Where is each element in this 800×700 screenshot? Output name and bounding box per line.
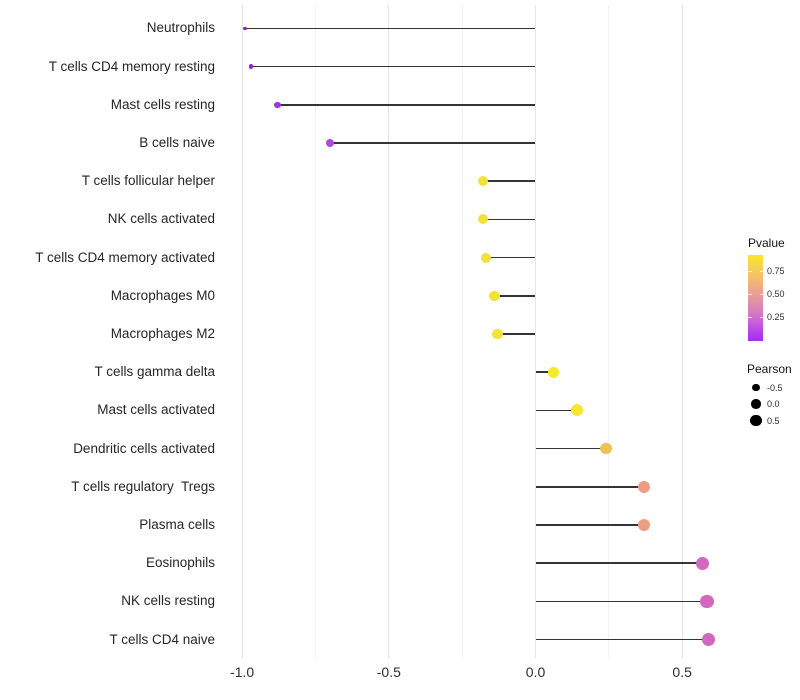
- data-point: [243, 26, 247, 31]
- pvalue-colorbar: [748, 255, 763, 341]
- pearson-legend-label: -0.5: [767, 382, 783, 393]
- gridline-major: [388, 5, 390, 658]
- x-axis-tick-label: 0.5: [672, 664, 692, 680]
- category-label: NK cells activated: [107, 211, 215, 227]
- x-axis-tick-label: -0.5: [376, 664, 401, 680]
- gridline-major: [681, 5, 683, 658]
- colorbar-tick-label: 0.50: [767, 288, 785, 299]
- x-axis-tick-label: -1.0: [230, 664, 255, 680]
- data-point: [570, 404, 583, 417]
- category-label: NK cells resting: [121, 593, 215, 609]
- gridline-major: [535, 5, 536, 658]
- lollipop-stem: [485, 256, 536, 259]
- gridline-minor: [461, 5, 463, 658]
- colorbar-tick: [748, 293, 752, 295]
- category-label: Macrophages M2: [110, 326, 215, 341]
- lollipop-stem: [535, 447, 606, 450]
- category-label: T cells CD4 memory activated: [35, 249, 215, 265]
- x-axis-tick-label: 0.0: [525, 664, 546, 680]
- lollipop-stem: [535, 638, 709, 641]
- lollipop-stem: [535, 562, 703, 564]
- category-label: Mast cells resting: [110, 96, 215, 112]
- category-label: T cells follicular helper: [81, 173, 215, 189]
- category-label: Eosinophils: [145, 555, 215, 571]
- data-point: [637, 480, 651, 494]
- data-point: [248, 64, 254, 69]
- category-label: Macrophages M0: [110, 287, 215, 303]
- pearson-legend-dot: [751, 399, 761, 409]
- lollipop-stem: [535, 486, 645, 488]
- gridline-minor: [315, 5, 316, 658]
- category-label: B cells naive: [139, 135, 215, 150]
- category-label: T cells CD4 memory resting: [48, 58, 215, 74]
- colorbar-tick-label: 0.25: [767, 311, 785, 322]
- data-point: [701, 632, 716, 647]
- data-point: [637, 518, 651, 532]
- data-point: [547, 366, 559, 378]
- lollipop-stem: [535, 524, 645, 526]
- lollipop-stem: [535, 409, 577, 412]
- category-label: T cells regulatory Tregs: [71, 478, 215, 494]
- lollipop-stem: [535, 600, 708, 603]
- colorbar-tick-label: 0.75: [767, 265, 785, 276]
- colorbar-tick: [759, 293, 763, 295]
- category-label: Neutrophils: [146, 20, 215, 36]
- pearson-legend-dot: [750, 414, 762, 427]
- lollipop-stem: [277, 104, 536, 106]
- data-point: [480, 252, 491, 263]
- pearson-legend-title: Pearson: [747, 362, 792, 376]
- data-point: [325, 138, 335, 148]
- lollipop-stem: [245, 27, 536, 30]
- category-label: Plasma cells: [139, 517, 215, 532]
- colorbar-tick: [748, 316, 752, 318]
- data-point: [700, 594, 714, 609]
- lollipop-stem: [250, 65, 536, 68]
- data-point: [477, 176, 488, 187]
- lollipop-stem: [494, 295, 536, 297]
- lollipop-stem: [482, 218, 536, 221]
- category-label: T cells gamma delta: [94, 364, 215, 380]
- lollipop-stem: [482, 180, 536, 182]
- category-label: Dendritic cells activated: [73, 440, 215, 456]
- pearson-legend-dot: [752, 383, 760, 392]
- data-point: [492, 328, 503, 340]
- colorbar-tick: [759, 316, 763, 318]
- lollipop-stem: [497, 333, 536, 335]
- colorbar-tick: [759, 270, 763, 272]
- pvalue-legend-title: Pvalue: [748, 236, 785, 250]
- gridline-major: [241, 5, 243, 658]
- category-label: Mast cells activated: [97, 402, 215, 418]
- data-point: [696, 556, 710, 570]
- pearson-legend-label: 0.0: [767, 399, 780, 409]
- category-label: T cells CD4 naive: [109, 631, 215, 647]
- lollipop-stem: [330, 142, 536, 144]
- gridline-minor: [608, 5, 610, 658]
- lollipop-stem: [535, 371, 554, 373]
- colorbar-tick: [748, 270, 752, 272]
- data-point: [274, 101, 281, 109]
- data-point: [489, 290, 500, 302]
- data-point: [477, 214, 488, 225]
- data-point: [600, 442, 612, 455]
- pearson-legend-label: 0.5: [767, 415, 780, 426]
